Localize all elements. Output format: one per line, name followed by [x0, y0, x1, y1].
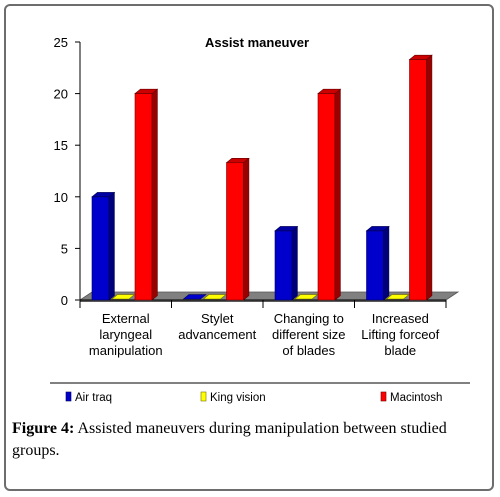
bar-macintosh	[226, 162, 244, 301]
bar-side	[426, 54, 433, 301]
y-tick-label: 25	[54, 35, 68, 50]
bar-side	[108, 191, 115, 301]
x-category-label: Increased	[372, 311, 429, 326]
bar-side	[291, 225, 298, 301]
y-tick-label: 15	[54, 138, 68, 153]
caption-text: Assisted maneuvers during manipulation b…	[12, 420, 447, 459]
bar-side	[334, 88, 341, 301]
x-category-label: blade	[384, 343, 416, 358]
bar-top	[365, 226, 390, 232]
legend-swatch	[380, 391, 387, 402]
bar-air-traq	[182, 294, 207, 300]
bar-macintosh	[134, 93, 153, 301]
legend-label: Macintosh	[390, 392, 442, 404]
legend-label: Air traq	[75, 392, 112, 404]
bar-king-vision	[294, 294, 319, 300]
bar-macintosh	[317, 93, 336, 301]
legend-swatch	[200, 391, 207, 402]
bar-top	[134, 88, 159, 94]
bar-air-traq	[91, 196, 110, 301]
bar-king-vision	[111, 294, 136, 300]
x-category-label: laryngeal	[99, 327, 152, 342]
bar-side	[243, 157, 250, 301]
x-category-label: Stylet	[201, 311, 234, 326]
bar-top	[317, 88, 342, 94]
x-category-label: Lifting forceof	[361, 327, 439, 342]
y-tick-label: 10	[54, 190, 68, 205]
bar-top	[274, 226, 299, 232]
bar-top	[408, 54, 433, 60]
bar-top	[91, 192, 116, 198]
caption-label: Figure 4:	[12, 420, 75, 437]
y-tick-label: 5	[61, 241, 68, 256]
x-category-label: advancement	[178, 327, 256, 342]
bar-air-traq	[274, 230, 293, 301]
x-category-label: Changing to	[274, 311, 344, 326]
legend-label: King vision	[210, 392, 266, 404]
x-category-label: of blades	[282, 343, 335, 358]
bar-top	[225, 158, 250, 164]
figure-caption: Figure 4: Assisted maneuvers during mani…	[12, 418, 488, 462]
x-category-label: different size	[272, 327, 345, 342]
y-tick-label: 20	[54, 87, 68, 102]
x-category-label: manipulation	[89, 343, 163, 358]
bar-king-vision	[385, 294, 410, 300]
bar-side	[383, 225, 390, 301]
chart-title: Assist maneuver	[205, 35, 309, 50]
x-category-label: External	[102, 311, 150, 326]
legend-swatch	[65, 391, 72, 402]
bar-macintosh	[409, 59, 427, 301]
bar-side	[151, 88, 158, 301]
bar-air-traq	[366, 230, 384, 301]
y-tick-label: 0	[61, 293, 68, 308]
bar-king-vision	[202, 294, 227, 300]
